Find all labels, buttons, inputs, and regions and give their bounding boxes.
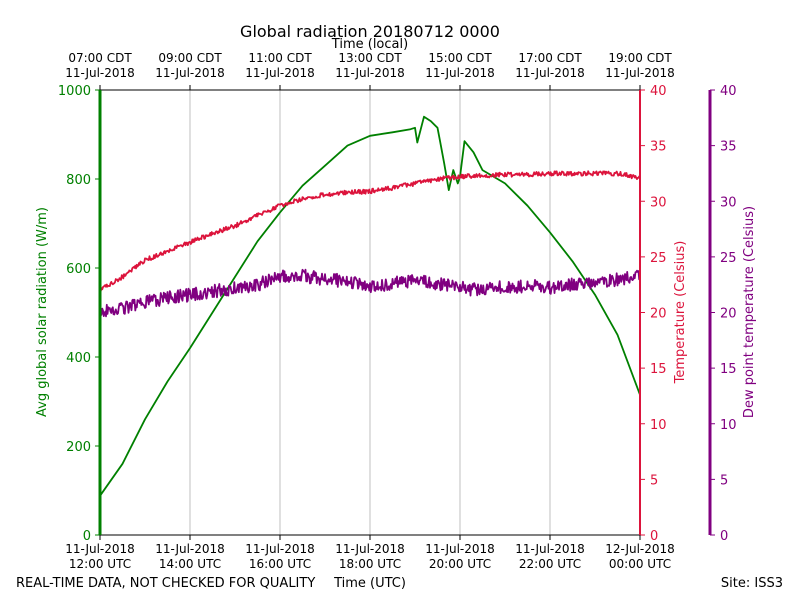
x-axis-label: Time (UTC) (333, 576, 406, 591)
bottom-tick-time: 16:00 UTC (249, 557, 311, 571)
dewpoint-tick-label: 30 (720, 195, 737, 210)
top-tick-date: 11-Jul-2018 (155, 66, 225, 80)
series-line-right1 (99, 170, 641, 292)
top-tick-date: 11-Jul-2018 (605, 66, 675, 80)
top-tick-date: 11-Jul-2018 (335, 66, 405, 80)
temperature-tick-label: 10 (650, 418, 667, 433)
left-tick-label: 1000 (58, 84, 91, 99)
series-line-right2 (99, 268, 641, 318)
bottom-tick-time: 18:00 UTC (339, 557, 401, 571)
top-tick-date: 11-Jul-2018 (65, 66, 135, 80)
temperature-tick-label: 40 (650, 84, 667, 99)
top-tick-time: 13:00 CDT (338, 51, 402, 65)
bottom-tick-date: 12-Jul-2018 (605, 542, 675, 556)
top-tick-date: 11-Jul-2018 (515, 66, 585, 80)
temperature-tick-label: 35 (650, 140, 667, 155)
bottom-tick-date: 11-Jul-2018 (245, 542, 315, 556)
temperature-tick-label: 25 (650, 251, 667, 266)
temperature-tick-label: 5 (650, 473, 658, 488)
bottom-tick-date: 11-Jul-2018 (155, 542, 225, 556)
dewpoint-tick-label: 10 (720, 418, 737, 433)
dewpoint-tick-label: 5 (720, 473, 728, 488)
top-tick-time: 15:00 CDT (428, 51, 492, 65)
left-tick-label: 200 (66, 440, 91, 455)
bottom-tick-time: 20:00 UTC (429, 557, 491, 571)
top-tick-time: 09:00 CDT (158, 51, 222, 65)
bottom-tick-date: 11-Jul-2018 (425, 542, 495, 556)
left-tick-label: 400 (66, 351, 91, 366)
dewpoint-tick-label: 35 (720, 140, 737, 155)
temperature-tick-label: 15 (650, 362, 667, 377)
temperature-axis-label: Temperature (Celsius) (673, 241, 688, 385)
top-tick-time: 07:00 CDT (68, 51, 132, 65)
site-label: Site: ISS3 (721, 576, 783, 591)
grid (189, 90, 551, 535)
chart-title: Global radiation 20180712 0000 (240, 22, 500, 41)
dewpoint-tick-label: 0 (720, 529, 728, 544)
dewpoint-tick-label: 15 (720, 362, 737, 377)
left-axis-label: Avg global solar radiation (W/m) (35, 207, 50, 417)
dewpoint-tick-label: 25 (720, 251, 737, 266)
left-tick-label: 800 (66, 173, 91, 188)
bottom-tick-date: 11-Jul-2018 (515, 542, 585, 556)
dewpoint-axis-label: Dew point temperature (Celsius) (742, 206, 757, 418)
top-tick-time: 19:00 CDT (608, 51, 672, 65)
bottom-tick-time: 22:00 UTC (519, 557, 581, 571)
temperature-tick-label: 0 (650, 529, 658, 544)
dewpoint-tick-label: 40 (720, 84, 737, 99)
left-tick-label: 0 (83, 529, 91, 544)
axes: 0200400600800100005101520253035400510152… (58, 51, 737, 571)
quality-notice: REAL-TIME DATA, NOT CHECKED FOR QUALITY (16, 576, 315, 591)
temperature-tick-label: 20 (650, 307, 667, 322)
bottom-tick-date: 11-Jul-2018 (335, 542, 405, 556)
bottom-tick-time: 12:00 UTC (69, 557, 131, 571)
left-tick-label: 600 (66, 262, 91, 277)
top-axis-label: Time (local) (331, 37, 408, 52)
bottom-tick-time: 00:00 UTC (609, 557, 671, 571)
top-tick-time: 11:00 CDT (248, 51, 312, 65)
top-tick-date: 11-Jul-2018 (245, 66, 315, 80)
top-tick-time: 17:00 CDT (518, 51, 582, 65)
dewpoint-tick-label: 20 (720, 307, 737, 322)
series-layer (99, 115, 641, 497)
series-line-left (99, 115, 641, 497)
bottom-tick-date: 11-Jul-2018 (65, 542, 135, 556)
top-tick-date: 11-Jul-2018 (425, 66, 495, 80)
bottom-tick-time: 14:00 UTC (159, 557, 221, 571)
temperature-tick-label: 30 (650, 195, 667, 210)
